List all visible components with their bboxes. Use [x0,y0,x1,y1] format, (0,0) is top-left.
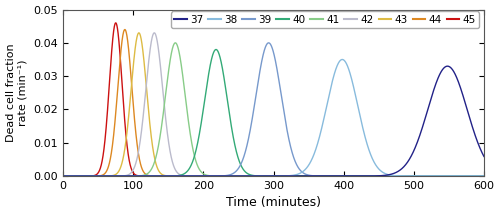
X-axis label: Time (minutes): Time (minutes) [226,197,321,209]
Legend: 37, 38, 39, 40, 41, 42, 43, 44, 45: 37, 38, 39, 40, 41, 42, 43, 44, 45 [171,11,478,28]
Y-axis label: Dead cell fraction
rate (min⁻¹): Dead cell fraction rate (min⁻¹) [6,43,28,142]
